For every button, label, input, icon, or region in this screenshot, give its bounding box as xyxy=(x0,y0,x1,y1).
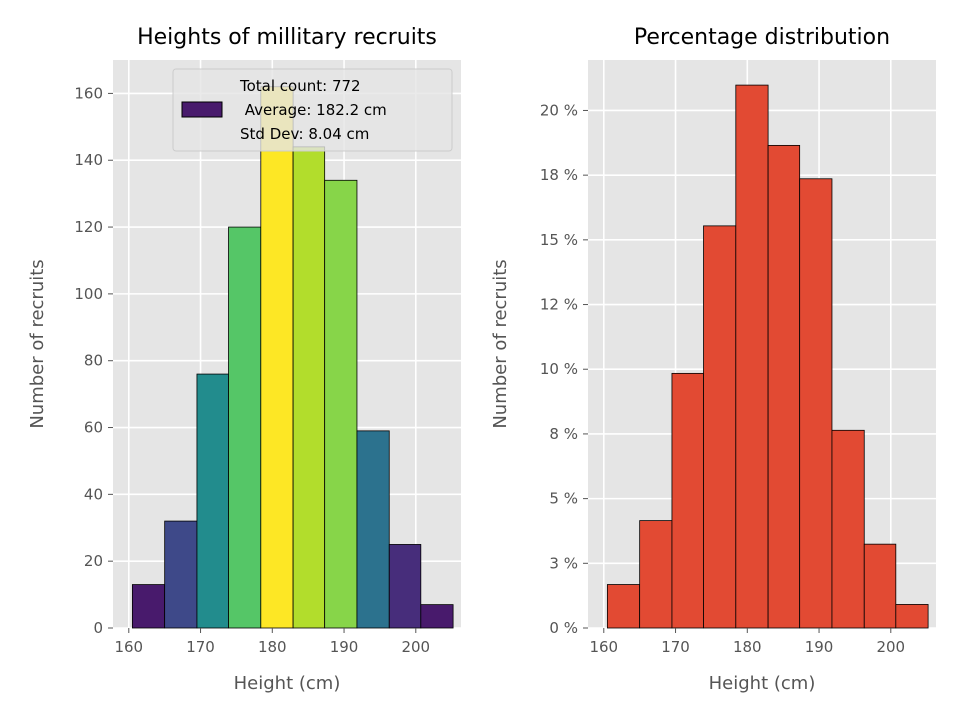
x-tick-label: 160 xyxy=(114,638,143,656)
y-axis-label: Number of recruits xyxy=(490,259,511,428)
y-tick-label: 100 xyxy=(74,285,103,303)
y-tick-label: 0 xyxy=(93,619,103,637)
legend-line-stddev: Std Dev: 8.04 cm xyxy=(240,125,369,143)
y-tick-label: 20 xyxy=(84,552,103,570)
bar xyxy=(639,520,673,629)
y-tick-label: 120 xyxy=(74,218,103,236)
bars xyxy=(606,84,929,629)
bar xyxy=(735,84,769,629)
y-tick-label: 80 xyxy=(84,352,103,370)
legend-swatch xyxy=(181,101,223,118)
bar xyxy=(324,179,358,629)
chart-title: Percentage distribution xyxy=(634,25,890,50)
legend-box xyxy=(172,68,453,152)
y-tick-label: 40 xyxy=(84,485,103,503)
y-tick-label: 10 % xyxy=(540,360,578,378)
bar xyxy=(671,372,704,629)
bar xyxy=(131,584,166,629)
y-tick-label: 8 % xyxy=(549,425,578,443)
legend: Total count: 772 Average: 182.2 cm Std D… xyxy=(172,68,453,152)
bar xyxy=(703,225,737,629)
chart-left: Heights of millitary recruits 160 170 180 1… xyxy=(27,25,461,694)
bar xyxy=(420,604,454,629)
y-axis-label: Number of recruits xyxy=(27,259,48,428)
legend-line-average: Average: 182.2 cm xyxy=(240,101,387,119)
y-tick-label: 140 xyxy=(74,151,103,169)
y-tick-label: 5 % xyxy=(549,490,578,508)
bar xyxy=(606,584,641,629)
bars xyxy=(131,86,454,629)
y-tick-label: 20 % xyxy=(540,101,578,119)
x-tick-labels: 160 170 180 190 200 xyxy=(114,628,430,656)
y-tick-label: 18 % xyxy=(540,166,578,184)
y-tick-label: 160 xyxy=(74,84,103,102)
y-tick-label: 15 % xyxy=(540,231,578,249)
x-tick-label: 200 xyxy=(401,638,430,656)
x-tick-label: 190 xyxy=(805,638,834,656)
x-tick-label: 200 xyxy=(876,638,905,656)
x-tick-label: 190 xyxy=(330,638,359,656)
y-tick-label: 60 xyxy=(84,419,103,437)
x-tick-label: 160 xyxy=(589,638,618,656)
y-tick-label: 0 % xyxy=(549,619,578,637)
bar xyxy=(260,86,294,629)
bar xyxy=(356,430,390,629)
x-tick-label: 180 xyxy=(733,638,762,656)
bar xyxy=(388,544,422,629)
bar xyxy=(292,146,326,629)
x-axis-label: Height (cm) xyxy=(709,673,816,694)
bar xyxy=(831,429,865,629)
chart-right: Percentage distribution 160 170 180 190 200 … xyxy=(490,25,936,694)
bar xyxy=(228,226,262,629)
y-tick-labels: 0 20 40 60 80 100 120 140 160 xyxy=(74,84,113,637)
bar xyxy=(799,178,833,629)
x-axis-label: Height (cm) xyxy=(234,673,341,694)
bar xyxy=(895,604,929,629)
bar xyxy=(863,543,897,629)
x-tick-label: 170 xyxy=(186,638,215,656)
y-tick-label: 12 % xyxy=(540,296,578,314)
x-tick-label: 180 xyxy=(258,638,287,656)
y-tick-labels: 0 % 3 % 5 % 8 % 10 % 12 % 15 % 18 % 20 % xyxy=(540,101,588,637)
bar xyxy=(196,373,229,629)
y-tick-label: 3 % xyxy=(549,554,578,572)
chart-title: Heights of millitary recruits xyxy=(137,25,437,50)
legend-line-total: Total count: 772 xyxy=(239,77,361,95)
x-tick-labels: 160 170 180 190 200 xyxy=(589,628,905,656)
bar xyxy=(767,144,801,629)
bar xyxy=(164,520,198,629)
x-tick-label: 170 xyxy=(661,638,690,656)
